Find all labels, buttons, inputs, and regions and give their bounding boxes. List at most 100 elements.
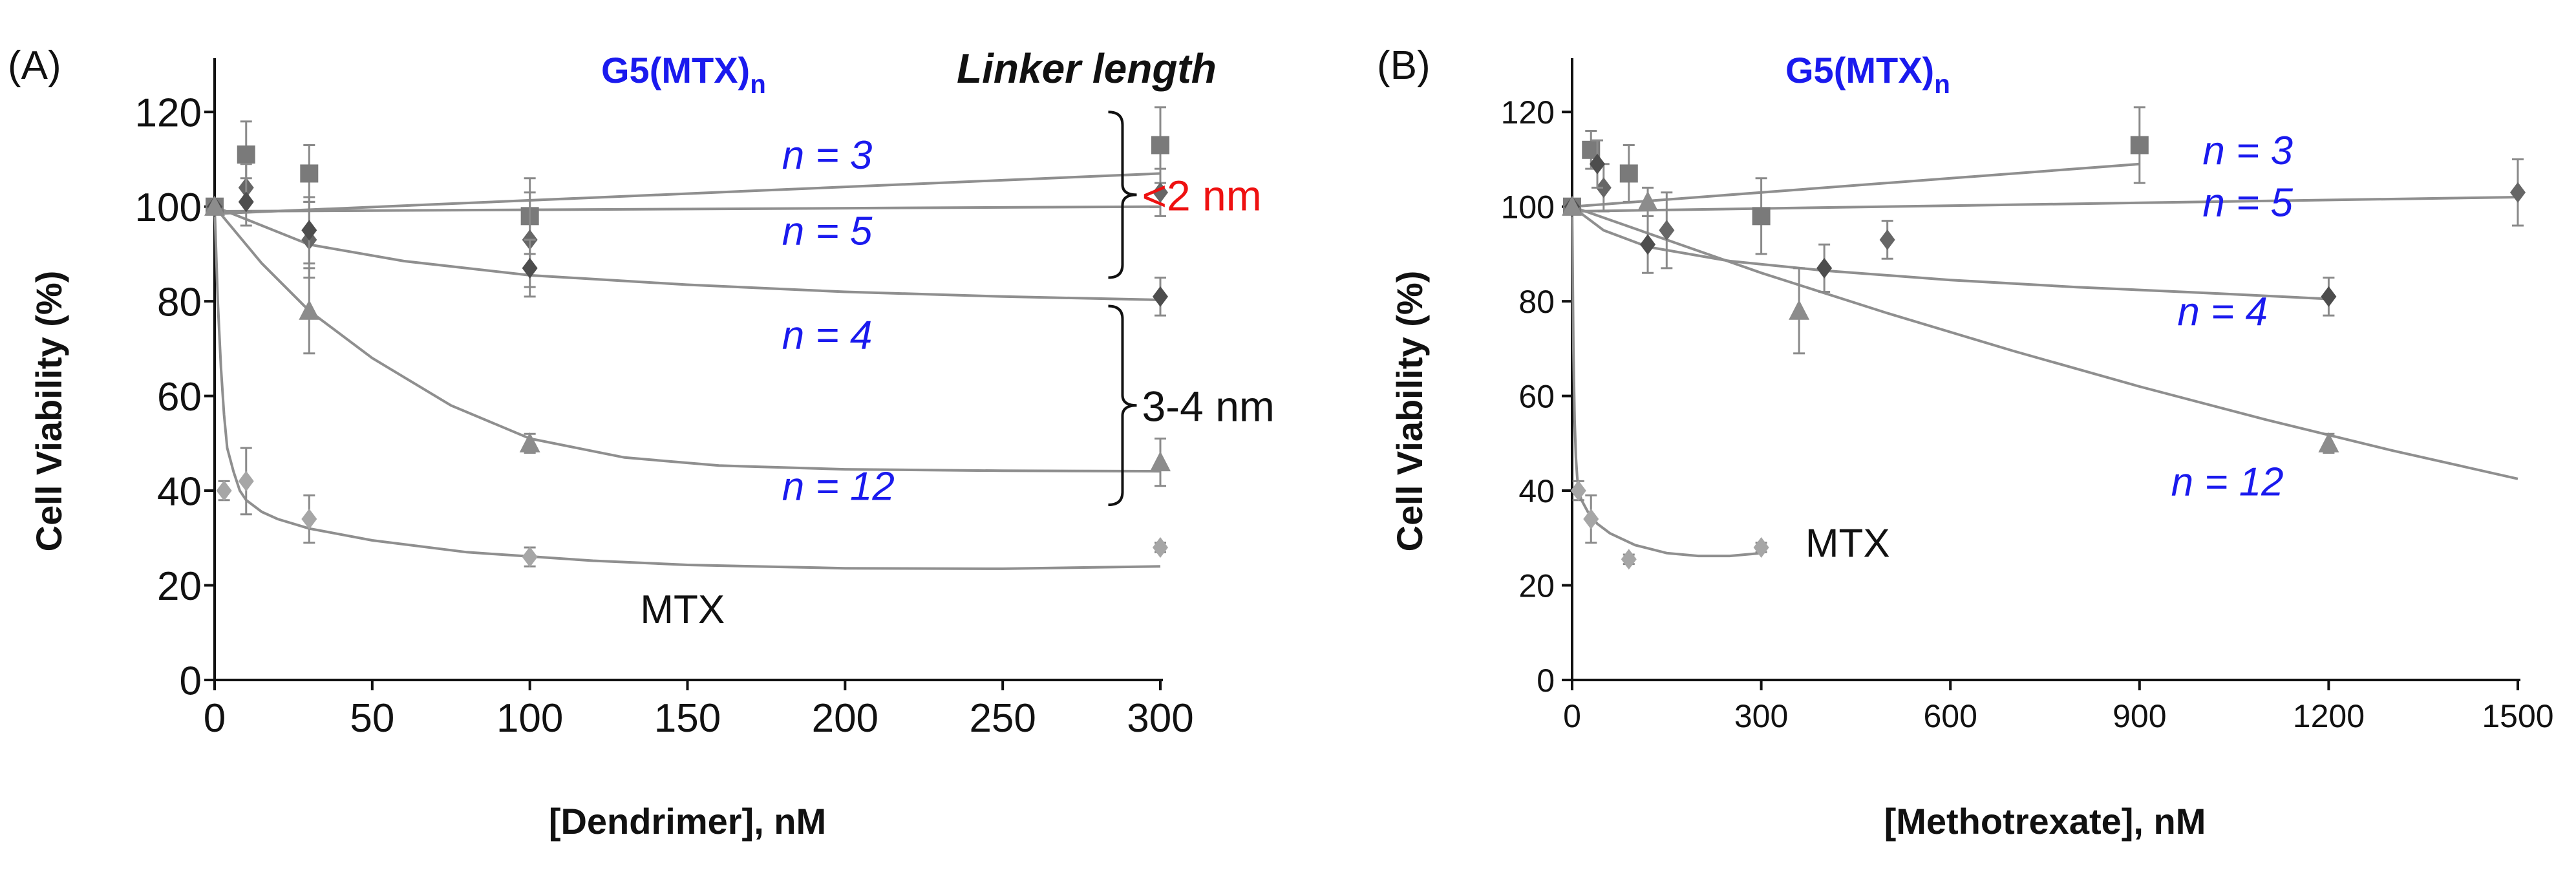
data-point-n-5 [1659,220,1675,241]
y-tick-label: 0 [180,659,202,703]
data-point-n-12 [1637,191,1659,211]
x-tick-label: 200 [812,696,878,741]
x-tick-label: 250 [969,696,1036,741]
fit-curve-n-12 [213,206,1161,473]
fit-curve-n-5 [1571,196,2518,213]
series-label-n-4: n = 4 [782,313,873,357]
fit-curve-n-3 [214,172,1161,215]
x-tick-label: 0 [1563,698,1581,734]
data-point-mtx [1570,480,1586,502]
y-tick-label: 120 [135,91,202,136]
series-label-n-12: n = 12 [2171,460,2284,504]
series-label-n-4: n = 4 [2177,290,2268,334]
data-point-n-3 [2130,136,2149,154]
fit-curve-n-5 [214,205,1161,213]
x-axis-title: [Dendrimer], nM [549,801,826,842]
x-axis-title: [Methotrexate], nM [1884,801,2206,842]
data-point-n-3 [300,164,319,183]
data-point-n-4 [1816,257,1833,279]
x-tick-label: 1500 [2482,698,2553,734]
data-point-n-3 [1151,136,1169,154]
series-label-n-12: n = 12 [782,465,895,509]
y-tick-label: 40 [157,469,202,514]
data-point-n-4 [2321,286,2337,307]
data-point-n-12 [1150,451,1171,472]
data-point-n-12 [2318,432,2339,452]
data-point-mtx [1621,549,1637,570]
data-point-n-12 [1789,299,1810,320]
y-tick-label: 0 [1537,663,1555,699]
series-label-mtx: MTX [640,588,725,632]
chart-title: G5(MTX)n [601,50,766,99]
y-axis-title: Cell Viability (%) [28,271,69,552]
x-tick-label: 300 [1734,698,1788,734]
data-point-n-4 [522,257,538,279]
y-tick-label: 80 [1518,284,1555,320]
bracket-label: 3-4 nm [1142,382,1274,430]
fit-curve-n-4 [214,205,1161,301]
panel-label: (B) [1377,43,1431,88]
bracket-label: <2 nm [1142,171,1261,219]
y-tick-label: 80 [157,280,202,324]
data-point-n-12 [1562,195,1582,216]
panel-label: (A) [8,43,61,88]
x-tick-label: 900 [2113,698,2166,734]
chart-title-subscript: n [1934,69,1950,99]
data-point-n-12 [204,195,225,216]
x-tick-label: 1200 [2293,698,2365,734]
y-tick-label: 100 [135,186,202,230]
x-tick-label: 0 [204,696,226,741]
y-tick-label: 20 [1518,568,1555,604]
fit-curve-mtx [1571,206,1762,558]
y-tick-label: 100 [1501,189,1555,226]
data-point-n-4 [1590,153,1606,175]
data-point-n-4 [301,220,317,241]
chart-panel-a: (A) 0 20 40 60 80 100 120 0 50 100 150 200 250 300 [Den… [8,43,1275,842]
data-point-n-3 [1752,207,1771,226]
x-tick-label: 100 [496,696,563,741]
x-tick-label: 150 [654,696,721,741]
chart-title-main: G5(MTX) [601,50,750,90]
series-label-mtx: MTX [1805,522,1890,566]
linker-length-title: Linker length [957,45,1217,92]
data-point-n-3 [1619,164,1638,183]
series-label-n-3: n = 3 [782,133,873,178]
data-point-mtx [301,509,317,530]
data-point-n-4 [1153,286,1168,307]
data-point-n-5 [1153,182,1168,203]
bracket-short-linker [1108,111,1137,279]
data-point-n-12 [519,432,540,452]
series-label-n-5: n = 5 [2202,180,2293,225]
data-point-n-4 [1640,234,1656,255]
chart-title: G5(MTX)n [1785,50,1950,99]
data-point-mtx [1583,509,1599,530]
data-point-mtx [1153,536,1168,558]
data-point-n-4 [238,191,254,213]
data-point-mtx [1753,536,1769,558]
fit-curve-n-12 [1571,205,2518,480]
bracket-long-linker [1108,304,1137,507]
y-tick-label: 60 [1518,379,1555,415]
fit-curve-n-3 [1571,162,2140,208]
data-point-n-5 [1595,177,1612,198]
x-tick-label: 600 [1923,698,1977,734]
y-tick-label: 120 [1501,94,1555,131]
data-point-n-12 [299,299,320,320]
x-tick-label: 300 [1127,696,1193,741]
data-point-n-5 [2510,182,2526,203]
data-point-mtx [238,471,254,492]
series-label-n-5: n = 5 [782,209,873,253]
chart-title-subscript: n [750,69,766,99]
fit-curve-mtx [213,206,1161,570]
y-tick-label: 40 [1518,473,1555,509]
y-tick-label: 20 [157,564,202,609]
chart-title-main: G5(MTX) [1785,50,1934,90]
x-tick-label: 50 [350,696,394,741]
data-point-mtx [522,546,538,568]
y-axis-title: Cell Viability (%) [1389,271,1430,552]
data-point-mtx [216,480,232,502]
y-tick-label: 60 [157,375,202,419]
series-label-n-3: n = 3 [2202,129,2293,173]
